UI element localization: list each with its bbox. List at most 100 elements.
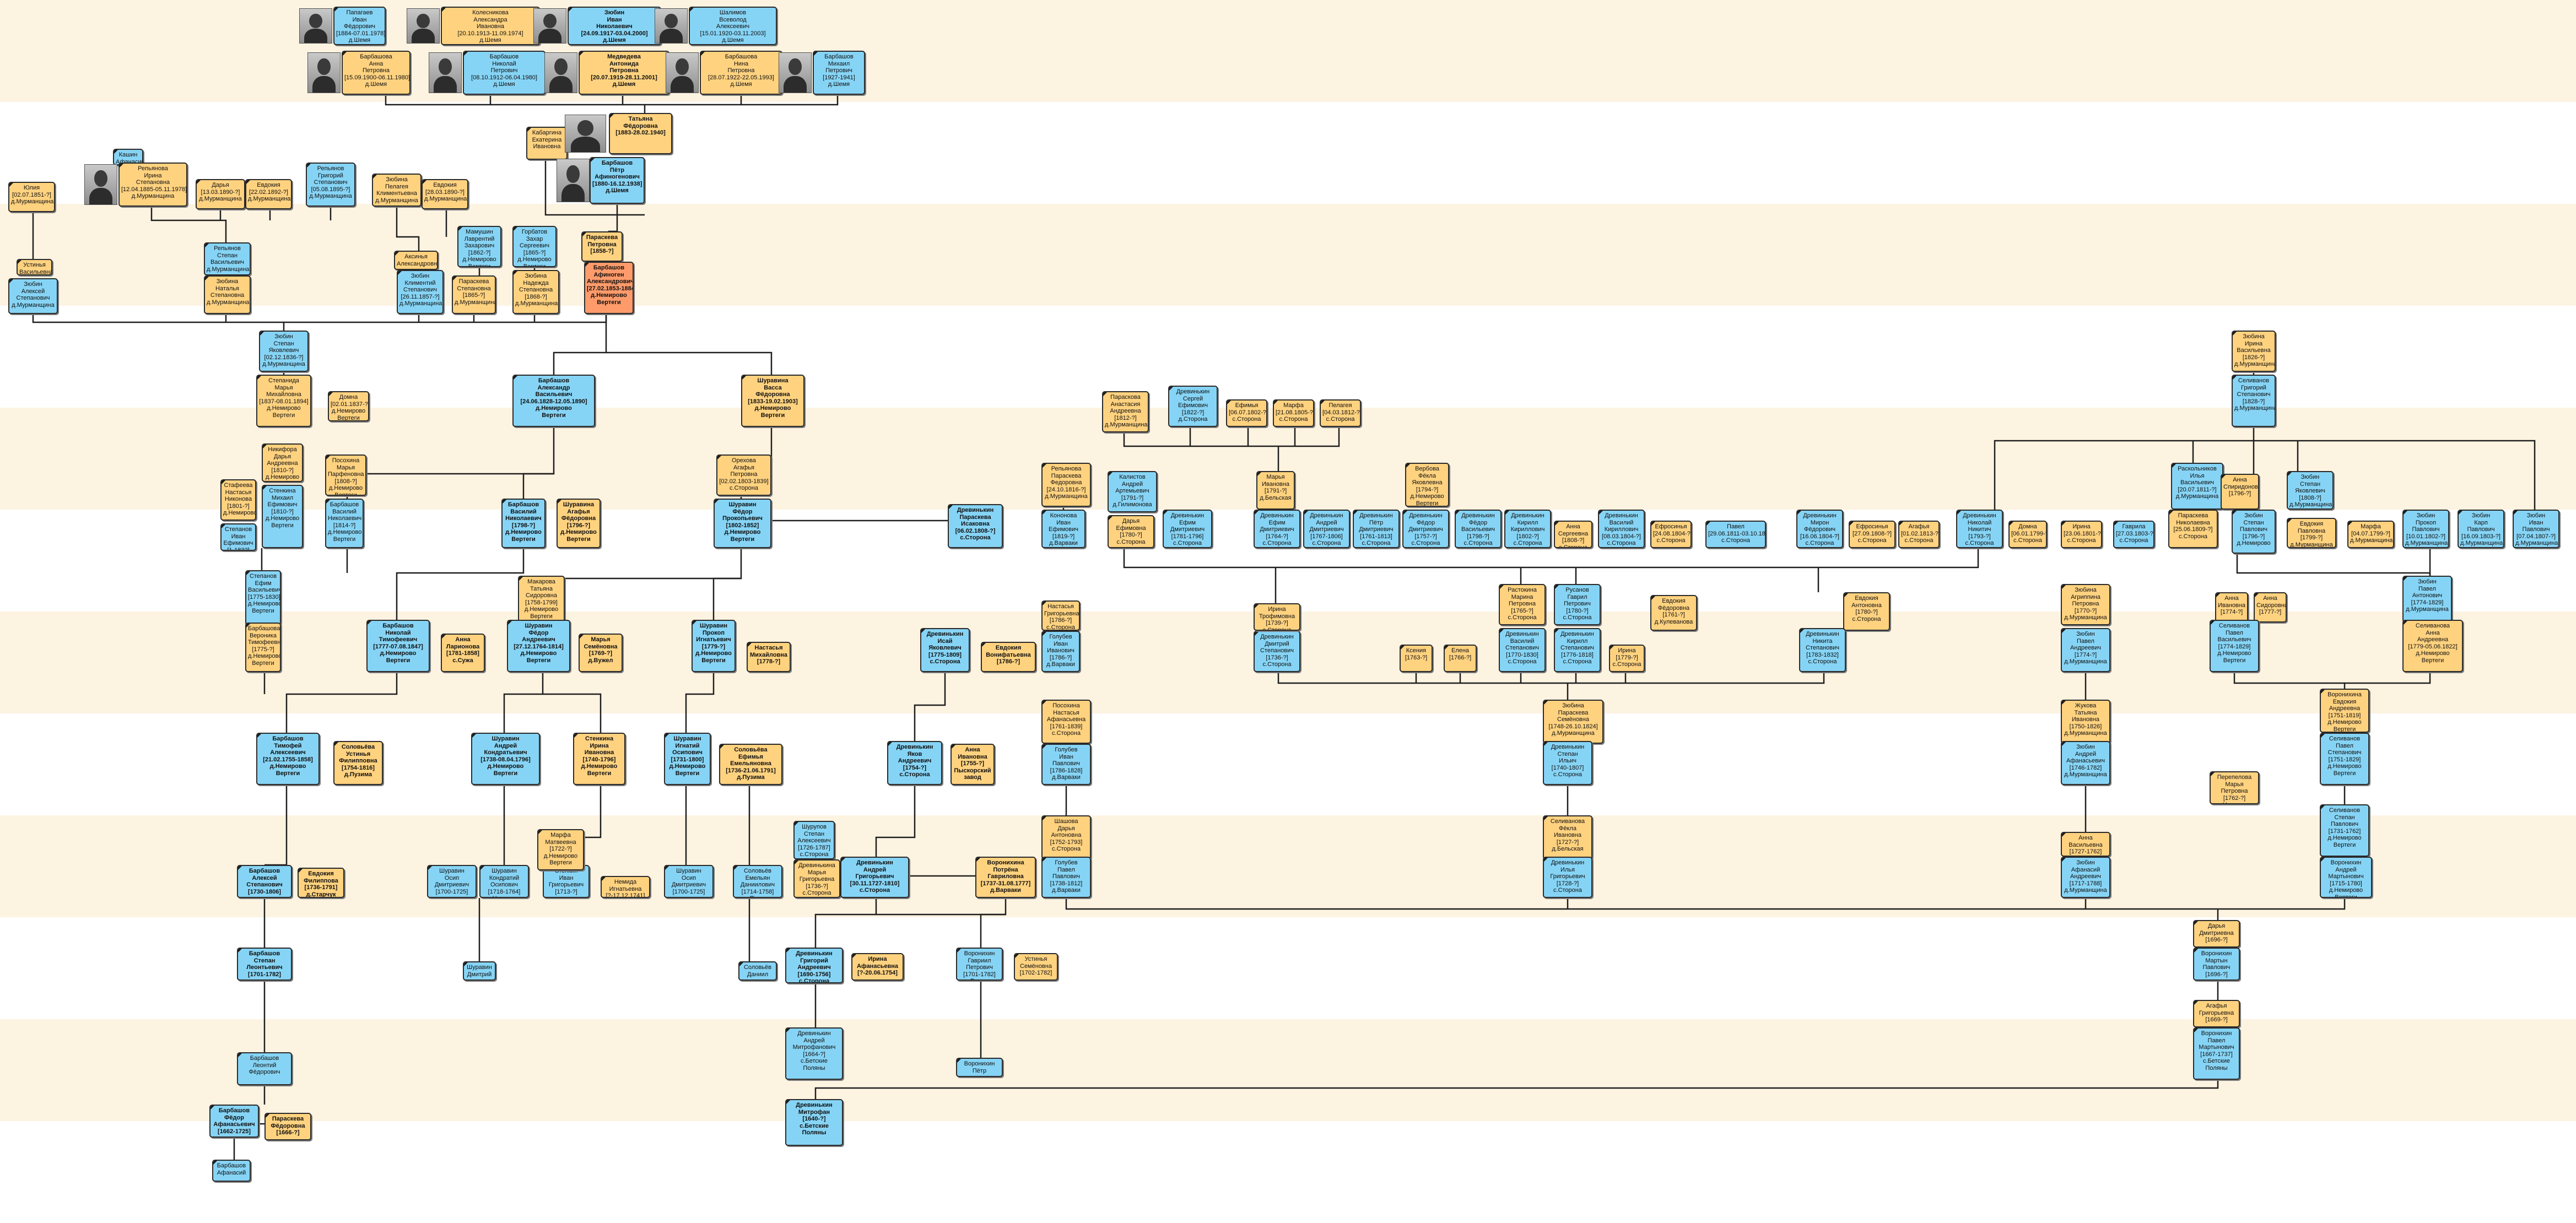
person-card[interactable]: Древинькин Пётр Дмитриевич [1761-1813] с.Сто…: [1353, 510, 1400, 548]
person-card[interactable]: Елена [1766-?]: [1444, 645, 1477, 672]
person-card[interactable]: Настасья Григорьевна [1786-?] с.Сторона: [1041, 600, 1080, 631]
person-card[interactable]: Соловьёва Устинья Филипповна [1754-1816] д.П…: [333, 741, 383, 785]
person-card[interactable]: Анна Васильевна [1727-1762]: [2061, 832, 2110, 857]
person-card[interactable]: Шуравин Прокоп Игнатьевич [1779-?] д.Немиров…: [692, 620, 736, 672]
person-card[interactable]: Селиванов Павел Васильевич [1774-1829] д.Нем…: [2210, 620, 2259, 672]
person-card[interactable]: Горбатов Захар Сергеевич [1865-?] д.Немирово…: [512, 226, 557, 267]
person-card[interactable]: Татьяна Фёдоровна [1883-28.02.1940]: [609, 113, 672, 154]
person-card[interactable]: Степанида Марья Михайловна [1837-08.01.1894…: [256, 375, 311, 427]
person-card[interactable]: Устинья Семёновна [1702-1782]: [1014, 953, 1058, 981]
person-card[interactable]: Марфа [21.08.1805-?] с.Сторона: [1273, 399, 1314, 427]
person-card[interactable]: Устинья Васильевна: [17, 259, 52, 275]
person-card[interactable]: Ирина [23.06.1801-?] с.Сторона: [2061, 521, 2102, 548]
person-card[interactable]: Соловьёв Даниил: [738, 961, 777, 981]
person-card[interactable]: Древинькин Андрей Григорьевич [30.11.1727-1…: [840, 857, 909, 898]
person-card[interactable]: ВоронихинГавриилПетрович[1701-1782]д.Вар…: [956, 948, 1003, 981]
person-card[interactable]: Евдокия Вонифатьевна [1786-?]: [981, 642, 1036, 672]
person-card[interactable]: Посохина Настасья Афанасьевна [1761-1839] с.…: [1041, 700, 1091, 744]
person-card[interactable]: Гаврила [27.03.1803-?] с.Сторона: [2113, 521, 2154, 548]
person-card[interactable]: Голубев Иван Иванович [1786-?] д.Варваки: [1041, 631, 1080, 672]
person-card[interactable]: Кабаргина Екатерина Ивановна: [526, 127, 568, 160]
person-card[interactable]: Барбашов Алексей Степанович [1730-1806]: [237, 865, 292, 898]
person-card[interactable]: Агафья Григорьевна [1669-?]: [2193, 1000, 2240, 1027]
person-card[interactable]: Калистов Андрей Артемьевич [1791-?] д.Гилимо…: [1108, 471, 1157, 512]
person-card[interactable]: Зюбина Параскева Семёновна [1748-26.10.1824…: [1543, 700, 1603, 744]
person-card[interactable]: Древинькин Григорий Андреевич [1690-1756] с.…: [785, 948, 843, 983]
person-card[interactable]: Древинькин Кирилл Степанович [1776-1818] с.С…: [1554, 628, 1601, 672]
person-card[interactable]: Древинькин Фёдор Дмитриевич [1757-?] с.Сторо…: [1402, 510, 1449, 548]
person-card[interactable]: Барбашов Василий Николаевич [1814-?] д.Немир…: [325, 499, 364, 548]
person-card[interactable]: Зюбина Пелагея Климентьевна д.Мурманщина: [372, 174, 422, 207]
person-card[interactable]: Евдокия Павловна [1799-?] д.Мурманщина: [2287, 518, 2336, 548]
person-card[interactable]: Зюбин Иван Николаевич [24.09.1917-03.04.200…: [568, 7, 661, 45]
person-card[interactable]: Барбашов Николай Тимофеевич [1777-07.08.184…: [366, 620, 430, 672]
person-card[interactable]: Зюбин Степан Павлович [1796-?] д.Немирово: [2232, 510, 2276, 554]
person-card[interactable]: Анна Сидоровна [1777-?]: [2254, 592, 2287, 623]
person-card[interactable]: Ирина [1779-?] с.Сторона: [1609, 645, 1645, 672]
person-card[interactable]: Барбашова Нина Петровна [28.07.1922-22.05.1…: [700, 51, 782, 95]
person-card[interactable]: Параскева Петровна [1858-?]: [581, 231, 623, 262]
person-card[interactable]: Древинькин Мирон Фёдорович [16.06.1804-?] с.…: [1796, 510, 1843, 548]
person-card[interactable]: Зюбин Иван Павлович [07.04.1807-?] д.Мурманщ…: [2513, 510, 2559, 548]
person-card[interactable]: Немида Игнатьевна [?-17.12.1741]: [601, 876, 650, 898]
person-card[interactable]: Павел[29.06.1811-03.10.1811]с.Сторона: [1705, 521, 1766, 548]
person-card[interactable]: Зюбин Алексей Степанович д.Мурманщина: [8, 278, 58, 314]
person-card[interactable]: Жукова Татьяна Ивановна [1750-1826] д.Мурман…: [2061, 700, 2110, 744]
person-card[interactable]: Дарья Ефимовна [1780-?] с.Сторона: [1108, 515, 1154, 548]
person-card[interactable]: Папагаев Иван Фёдорович [1884-07.01.1978] д.…: [333, 7, 386, 45]
person-card[interactable]: Пелагея [04.03.1812-?] с.Сторона: [1320, 399, 1361, 427]
person-card[interactable]: Домна [02.01.1837-?] д.Немирово Вертеги: [328, 391, 369, 421]
person-card[interactable]: Древинькин Никита Степанович [1783-1832] с.С…: [1799, 628, 1846, 672]
person-card[interactable]: Воронихин Павел Мартынович [1667-1737] с.Бет…: [2193, 1027, 2240, 1080]
person-card[interactable]: Настасья Михайловна [1778-?]: [747, 642, 791, 672]
person-card[interactable]: Евдокия [22.02.1892-?] д.Мурманщина: [245, 179, 292, 209]
person-card[interactable]: Соловьёва Ефимья Емельяновна [1736-21.06.17…: [719, 744, 782, 785]
person-card[interactable]: Агафья [01.02.1813-?] с.Сторона: [1898, 521, 1940, 548]
person-card[interactable]: Древинькин Сергей Ефимович [1822-?] д.Сторон…: [1168, 386, 1218, 427]
person-card[interactable]: Марья Ивановна [1791-?] д.Бельская: [1256, 471, 1295, 510]
person-card[interactable]: Барбашова Вероника Тимофеевна [1775-?] д.Нем…: [245, 623, 281, 672]
person-card[interactable]: Стенкина Михаил Ефимович [1810-?] д.Немирово…: [262, 485, 303, 548]
person-card[interactable]: Воронихина Евдокия Андреевна [1751-1819] д.Н…: [2320, 689, 2369, 733]
person-card[interactable]: Зюбин Климентий Степанович [26.11.1857-?] д.…: [397, 270, 444, 314]
person-card[interactable]: Марья Семёновна [1769-?] д.Вужел: [579, 634, 623, 672]
person-card[interactable]: Барбашов Афанасий: [212, 1160, 251, 1182]
person-card[interactable]: Древинькин Ефим Дмитриевич [1764-?] с.Сторон…: [1254, 510, 1300, 548]
person-card[interactable]: Евдокия Фёдоровна [1761-?] д.Кулеванова: [1650, 595, 1697, 631]
person-card[interactable]: Воронихина Потрёна Гавриловна [1737-31.08.1…: [975, 857, 1036, 898]
person-card[interactable]: Селиванов Степан Павлович [1731-1762] д.Неми…: [2320, 804, 2369, 857]
person-card[interactable]: Зюбин Андрей Афанасьевич [1746-1782] д.Мурма…: [2061, 741, 2110, 785]
person-card[interactable]: Шурупов Степан Алексеевич [1726-1787] с.Стор…: [793, 821, 835, 859]
person-card[interactable]: Ксения [1763-?]: [1400, 645, 1433, 672]
person-card[interactable]: Евдокия Антоновна [1780-?] с.Сторона: [1843, 592, 1890, 631]
person-card[interactable]: Шуравин Осип Дмитриевич [1700-1725]: [664, 865, 714, 898]
person-card[interactable]: Степанов Ефим Васильевич [1775-1830] д.Немир…: [245, 570, 281, 625]
person-card[interactable]: Зюбин Степан Яковлевич [1808-?] д.Мурманщина: [2287, 471, 2334, 510]
person-card[interactable]: Шашова Дарья Антоновна [1752-1793] с.Сторона: [1041, 815, 1091, 859]
person-card[interactable]: Селиванова Фёкла Ивановна [1727-?] д.Бельска…: [1543, 815, 1592, 859]
person-card[interactable]: ШуравинКондратийОсипович[1718-1764]д.Нем…: [479, 865, 529, 898]
person-card[interactable]: Зюбин Павел Антонович [1774-1829] д.Мурманщи…: [2402, 576, 2452, 623]
person-card[interactable]: Селиванова Анна Андреевна [1779-05.06.1822]…: [2402, 620, 2463, 672]
person-card[interactable]: Барбашов Леонтий Фёдорович: [237, 1052, 292, 1085]
person-card[interactable]: Зюбин Павел Андреевич [1774-?] д.Мурманщина: [2061, 628, 2110, 672]
person-card[interactable]: Древинькин Андрей Дмитриевич [1767-1806] с.С…: [1303, 510, 1350, 548]
person-card[interactable]: Репьянова Параскева Федоровна [24.10.1816-?…: [1041, 463, 1091, 507]
person-card[interactable]: Барбашов Александр Васильевич [24.06.1828-1…: [512, 375, 595, 427]
person-card[interactable]: Степанов Иван Ефимович [1-1832]: [220, 523, 256, 551]
person-card[interactable]: Зюбин Афанасий Андреевич [1717-1788] д.Мурма…: [2061, 857, 2110, 898]
person-card[interactable]: Древинькин Параскева Исаковна [06.02.1808-?…: [948, 504, 1003, 548]
person-card[interactable]: Стенкин Иван Григорьевич [1713-?]: [543, 865, 590, 898]
person-card[interactable]: Ирина Трофимовна [1739-?] с.Сторона: [1254, 603, 1300, 631]
person-card[interactable]: Параскева Фёдоровна [1666-?]: [264, 1113, 311, 1140]
person-card[interactable]: Барбашов Тимофей Алексеевич [21.02.1755-185…: [256, 733, 320, 785]
person-card[interactable]: Колесникова Александра Ивановна [20.10.1913…: [441, 7, 540, 45]
person-card[interactable]: Шуравин Фёдор Андреевич [27.12.1764-1814] д.…: [507, 620, 570, 672]
person-card[interactable]: Дарья Дмитриевна [1696-?]: [2193, 920, 2240, 948]
person-card[interactable]: Зюбина Надежда Степановна [1868-?] д.Мурманщ…: [512, 270, 559, 314]
person-card[interactable]: Никифора Дарья Андреевна [1810-?] д.Немирово…: [262, 443, 303, 482]
person-card[interactable]: Посохина Марья Парфеновна [1808-?] д.Немиров…: [325, 454, 366, 496]
person-card[interactable]: Древинькина Марья Григорьевна [1736-?] с.Сто…: [793, 859, 840, 898]
person-card[interactable]: Стенкина Ирина Ивановна [1740-1796] д.Немиро…: [573, 733, 625, 785]
person-card[interactable]: Барбашов Пётр Афиногенович [1880-16.12.1938…: [590, 157, 645, 204]
